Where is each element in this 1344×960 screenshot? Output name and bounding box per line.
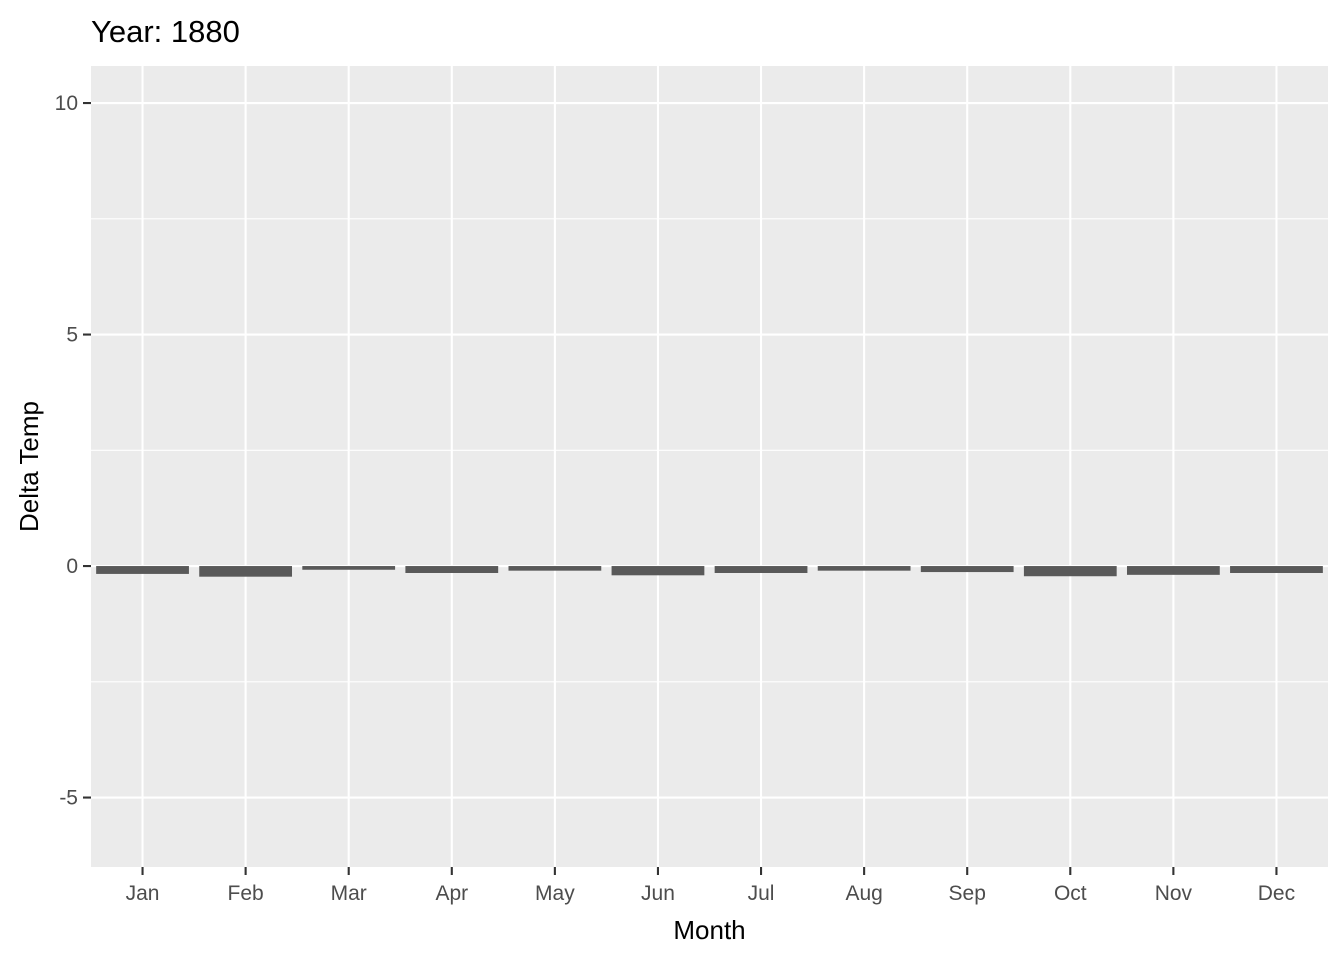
x-tick-label: Feb bbox=[228, 882, 264, 905]
x-axis-title: Month bbox=[673, 915, 745, 945]
major-gridlines-x bbox=[141, 66, 1278, 867]
x-tick-label: May bbox=[535, 882, 575, 905]
bar-series bbox=[96, 566, 1323, 577]
bar-oct bbox=[1023, 566, 1117, 577]
bar-jul bbox=[714, 566, 808, 573]
bar-apr bbox=[405, 566, 499, 573]
x-tick-label: Aug bbox=[845, 882, 882, 905]
x-tick-label: Dec bbox=[1258, 882, 1295, 905]
bar-jun bbox=[611, 566, 705, 576]
y-tick-label: 10 bbox=[55, 92, 78, 115]
bar-mar bbox=[302, 566, 396, 570]
bar-nov bbox=[1126, 566, 1220, 575]
y-axis-title: Delta Temp bbox=[14, 401, 44, 532]
y-axis: -5 0 5 10 bbox=[55, 92, 91, 810]
x-tick-label: Sep bbox=[949, 882, 986, 905]
x-tick-label: Jul bbox=[748, 882, 775, 905]
x-tick-label: Mar bbox=[331, 882, 367, 905]
chart-title: Year: 1880 bbox=[91, 14, 240, 49]
bar-sep bbox=[920, 566, 1014, 573]
bar-feb bbox=[199, 566, 293, 577]
x-tick-label: Apr bbox=[435, 882, 468, 905]
x-tick-label: Jan bbox=[126, 882, 160, 905]
x-tick-label: Nov bbox=[1155, 882, 1193, 905]
y-tick-label: 5 bbox=[66, 324, 78, 347]
x-axis: Jan Feb Mar Apr May Jun Jul Aug Sep Oct Nov Dec bbox=[126, 867, 1295, 905]
bar-dec bbox=[1230, 566, 1323, 573]
plot-panel bbox=[91, 66, 1328, 867]
major-gridlines-y bbox=[91, 101, 1328, 799]
bar-aug bbox=[817, 566, 911, 571]
minor-gridlines bbox=[91, 218, 1328, 683]
bar-jan bbox=[96, 566, 189, 574]
y-tick-label: -5 bbox=[59, 787, 78, 810]
bar-may bbox=[508, 566, 602, 571]
y-tick-label: 0 bbox=[66, 555, 78, 578]
x-tick-label: Oct bbox=[1054, 882, 1087, 905]
x-tick-label: Jun bbox=[641, 882, 675, 905]
